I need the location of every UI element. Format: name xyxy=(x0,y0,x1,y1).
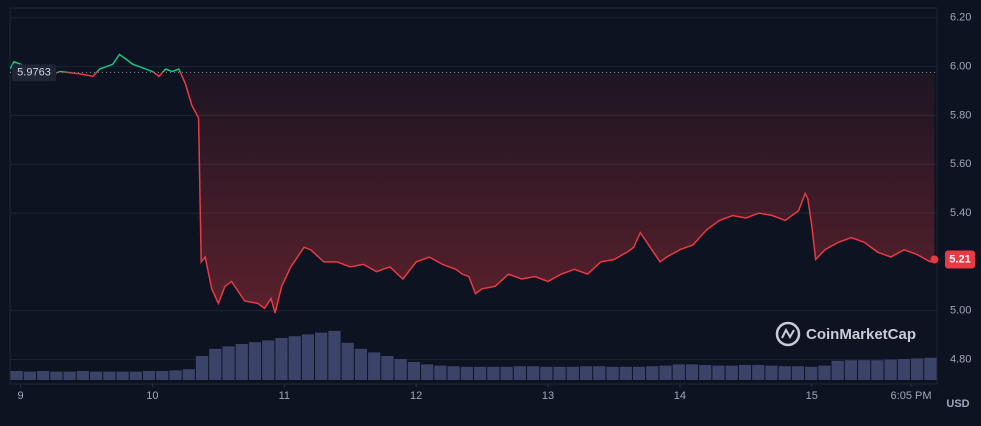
y-tick-label: 4.80 xyxy=(950,353,971,365)
volume-bar xyxy=(897,359,911,380)
volume-bar xyxy=(513,366,526,380)
volume-bar xyxy=(156,371,169,380)
volume-bar xyxy=(288,336,301,380)
y-tick-label: 6.00 xyxy=(950,61,971,73)
volume-bar xyxy=(474,366,487,380)
x-tick-label: 10 xyxy=(146,390,158,402)
volume-bar xyxy=(116,371,129,380)
volume-bar xyxy=(672,364,685,380)
volume-bar xyxy=(195,356,209,380)
volume-bar xyxy=(659,365,672,380)
volume-bar xyxy=(248,342,262,380)
volume-bar xyxy=(10,371,23,380)
volume-bar xyxy=(712,365,725,380)
volume-bar xyxy=(884,359,897,380)
x-tick-label: 11 xyxy=(279,390,290,402)
volume-bar xyxy=(752,365,765,380)
volume-bar xyxy=(434,365,447,380)
volume-bar xyxy=(831,360,844,380)
volume-bar xyxy=(619,366,632,380)
volume-bar xyxy=(805,366,818,380)
volume-bar xyxy=(738,365,752,380)
price-badge xyxy=(945,250,975,269)
reference-badge xyxy=(12,64,56,82)
volume-bar xyxy=(487,366,500,380)
volume-bar xyxy=(209,348,222,380)
volume-bar xyxy=(606,366,619,380)
volume-bar xyxy=(566,366,579,380)
volume-bar xyxy=(129,371,142,380)
y-unit: USD xyxy=(946,398,969,410)
volume-bar xyxy=(460,366,473,380)
volume-bar xyxy=(341,342,354,380)
volume-bar xyxy=(447,366,460,380)
volume-bar xyxy=(646,366,659,380)
volume-bar xyxy=(540,366,553,380)
volume-bar xyxy=(871,360,884,380)
volume-bar xyxy=(421,364,434,380)
price-label: 5.21 xyxy=(949,253,970,265)
y-tick-label: 5.40 xyxy=(950,207,971,219)
volume-bar xyxy=(685,364,699,380)
volume-bar xyxy=(858,360,871,380)
volume-bar xyxy=(778,366,791,380)
volume-bar xyxy=(328,330,341,380)
volume-bar xyxy=(142,371,156,380)
y-tick-label: 5.80 xyxy=(950,109,971,121)
volume-bar xyxy=(407,362,421,380)
volume-bar xyxy=(262,340,275,380)
volume-bar xyxy=(593,366,606,380)
volume-bar xyxy=(368,352,381,380)
volume-bar xyxy=(632,366,646,380)
volume-bar xyxy=(765,365,778,380)
volume-bar xyxy=(169,370,182,380)
volume-bar xyxy=(791,366,805,380)
volume-bar xyxy=(50,371,63,380)
last-point xyxy=(930,255,939,264)
price-line-down xyxy=(34,72,935,314)
volume-bar xyxy=(182,369,195,380)
volume-bar xyxy=(911,358,924,380)
volume-bar xyxy=(76,371,89,380)
volume-bar xyxy=(526,366,540,380)
area xyxy=(10,72,935,314)
volume-bar xyxy=(579,366,593,380)
x-tick-label: 6:05 PM xyxy=(891,390,932,402)
volume-bar xyxy=(23,371,36,380)
reference-label: 5.9763 xyxy=(17,66,51,78)
volume-bar xyxy=(275,338,288,380)
volume-bar xyxy=(394,359,407,380)
volume-bar xyxy=(63,371,76,380)
x-tick-label: 9 xyxy=(17,390,23,402)
volume-bar xyxy=(315,332,328,380)
volume-bar xyxy=(235,344,248,380)
x-tick-label: 12 xyxy=(410,390,422,402)
volume-bar xyxy=(89,371,103,380)
volume-bar xyxy=(553,366,566,380)
y-tick-label: 6.20 xyxy=(950,12,971,24)
volume-bar xyxy=(36,371,50,380)
x-tick-label: 13 xyxy=(542,390,554,402)
x-tick-label: 15 xyxy=(806,390,818,402)
watermark-text: CoinMarketCap xyxy=(806,326,916,343)
x-tick-label: 14 xyxy=(674,390,686,402)
volume-bar xyxy=(103,371,116,380)
volume-bar xyxy=(924,357,937,380)
plot-frame xyxy=(9,7,938,385)
y-tick-label: 5.60 xyxy=(950,158,971,170)
volume-bar xyxy=(301,334,315,380)
volume-bar xyxy=(354,348,368,380)
volume-bar xyxy=(844,360,858,380)
volume-bar xyxy=(818,365,831,380)
volume-bar xyxy=(500,366,513,380)
volume-bar xyxy=(699,365,712,380)
volume-bar xyxy=(725,365,738,380)
watermark: CoinMarketCap xyxy=(775,321,916,347)
volume-bar xyxy=(222,346,235,380)
y-tick-label: 5.00 xyxy=(950,305,971,317)
volume-bar xyxy=(381,356,394,380)
